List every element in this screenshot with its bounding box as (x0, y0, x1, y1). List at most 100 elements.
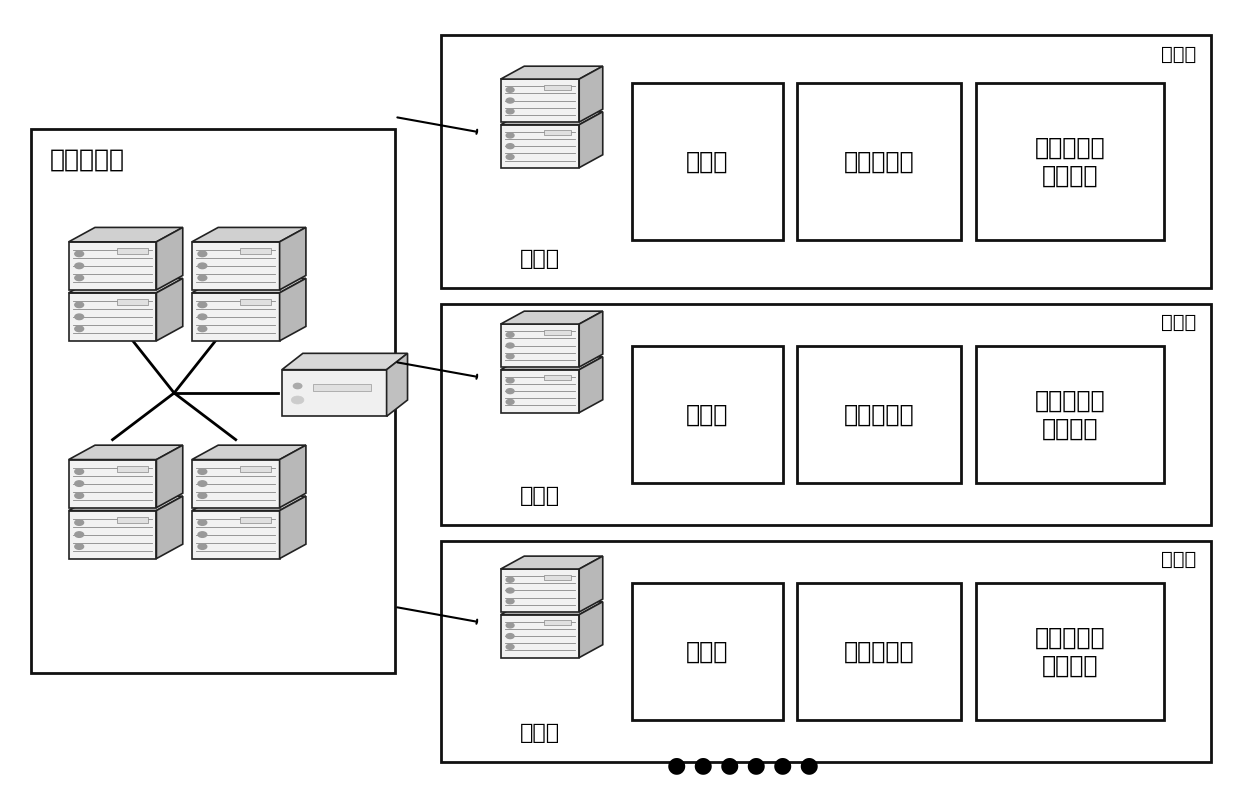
FancyBboxPatch shape (441, 303, 1211, 525)
FancyBboxPatch shape (544, 375, 572, 380)
FancyBboxPatch shape (314, 384, 371, 391)
Circle shape (506, 354, 515, 358)
Circle shape (74, 251, 83, 256)
Circle shape (506, 144, 515, 149)
FancyBboxPatch shape (976, 83, 1164, 240)
FancyBboxPatch shape (241, 248, 270, 254)
Polygon shape (579, 112, 603, 167)
Polygon shape (279, 227, 306, 290)
FancyBboxPatch shape (68, 293, 156, 341)
Polygon shape (68, 278, 182, 293)
Circle shape (506, 133, 515, 138)
Circle shape (198, 468, 207, 475)
FancyBboxPatch shape (976, 346, 1164, 483)
Circle shape (74, 326, 83, 332)
FancyBboxPatch shape (501, 369, 579, 413)
Text: 充电桩: 充电桩 (686, 149, 729, 174)
Text: 更换电池的
机械装置: 更换电池的 机械装置 (1035, 136, 1106, 188)
Polygon shape (579, 311, 603, 367)
Circle shape (506, 343, 515, 348)
FancyBboxPatch shape (441, 35, 1211, 288)
Circle shape (506, 399, 515, 404)
Circle shape (198, 251, 207, 256)
FancyBboxPatch shape (544, 575, 572, 580)
Circle shape (291, 396, 304, 404)
FancyBboxPatch shape (68, 460, 156, 508)
Polygon shape (192, 496, 306, 511)
FancyBboxPatch shape (544, 329, 572, 335)
Circle shape (506, 623, 515, 628)
Polygon shape (192, 278, 306, 293)
FancyBboxPatch shape (241, 466, 270, 472)
Circle shape (74, 263, 83, 269)
Polygon shape (192, 227, 306, 242)
Circle shape (74, 544, 83, 549)
FancyBboxPatch shape (544, 130, 572, 135)
FancyBboxPatch shape (501, 125, 579, 167)
Circle shape (198, 275, 207, 281)
FancyBboxPatch shape (192, 242, 279, 290)
Text: 计算机: 计算机 (520, 723, 560, 743)
FancyBboxPatch shape (544, 620, 572, 626)
Text: 充电桩: 充电桩 (686, 640, 729, 663)
Polygon shape (501, 602, 603, 615)
Text: 电池存储舱: 电池存储舱 (844, 149, 915, 174)
Circle shape (506, 87, 515, 92)
Polygon shape (279, 496, 306, 559)
Circle shape (198, 493, 207, 498)
Polygon shape (68, 445, 182, 460)
Circle shape (74, 493, 83, 498)
Polygon shape (156, 445, 182, 508)
Polygon shape (156, 496, 182, 559)
Text: 中继站: 中继站 (1161, 313, 1197, 332)
FancyBboxPatch shape (117, 466, 148, 472)
FancyBboxPatch shape (31, 129, 394, 673)
Text: 电池存储舱: 电池存储舱 (844, 640, 915, 663)
Text: 电池存储舱: 电池存储舱 (844, 402, 915, 426)
Circle shape (74, 532, 83, 538)
Circle shape (198, 263, 207, 269)
Circle shape (74, 468, 83, 475)
FancyBboxPatch shape (976, 583, 1164, 720)
FancyBboxPatch shape (117, 517, 148, 523)
FancyBboxPatch shape (544, 85, 572, 90)
Text: 计算机: 计算机 (520, 248, 560, 269)
Text: 更换电池的
机械装置: 更换电池的 机械装置 (1035, 388, 1106, 440)
Circle shape (74, 481, 83, 487)
Polygon shape (156, 227, 182, 290)
FancyBboxPatch shape (68, 242, 156, 290)
FancyBboxPatch shape (501, 615, 579, 658)
FancyBboxPatch shape (797, 83, 961, 240)
Polygon shape (579, 357, 603, 413)
FancyBboxPatch shape (192, 293, 279, 341)
Circle shape (198, 520, 207, 525)
Polygon shape (579, 556, 603, 612)
Polygon shape (501, 66, 603, 79)
Polygon shape (279, 278, 306, 341)
Circle shape (506, 388, 515, 394)
Polygon shape (579, 602, 603, 658)
Circle shape (506, 98, 515, 103)
FancyBboxPatch shape (501, 324, 579, 367)
Circle shape (198, 302, 207, 307)
Text: 充电桩: 充电桩 (686, 402, 729, 426)
Polygon shape (579, 66, 603, 122)
Circle shape (74, 520, 83, 525)
Polygon shape (501, 556, 603, 569)
Circle shape (506, 577, 515, 582)
Text: 中继站: 中继站 (1161, 45, 1197, 64)
Polygon shape (501, 357, 603, 369)
FancyBboxPatch shape (632, 346, 782, 483)
FancyBboxPatch shape (68, 511, 156, 559)
Text: 更换电池的
机械装置: 更换电池的 机械装置 (1035, 626, 1106, 678)
Text: 计算机: 计算机 (520, 486, 560, 505)
Polygon shape (68, 227, 182, 242)
Polygon shape (501, 311, 603, 324)
Circle shape (74, 275, 83, 281)
Text: 管理服务器: 管理服务器 (50, 148, 125, 172)
Circle shape (506, 108, 515, 114)
FancyBboxPatch shape (441, 541, 1211, 762)
FancyBboxPatch shape (501, 569, 579, 612)
FancyBboxPatch shape (117, 248, 148, 254)
Text: ● ● ● ● ● ●: ● ● ● ● ● ● (667, 755, 820, 776)
